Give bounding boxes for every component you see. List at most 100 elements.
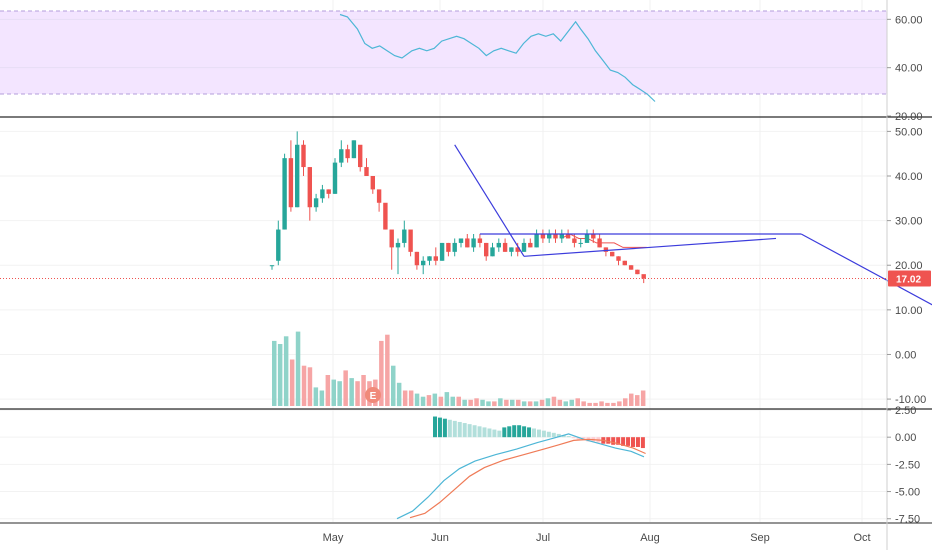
candle[interactable] bbox=[269, 265, 275, 270]
volume-bar bbox=[438, 396, 444, 406]
candle[interactable] bbox=[408, 229, 413, 257]
trendline[interactable] bbox=[454, 144, 525, 257]
earnings-icon[interactable] bbox=[365, 387, 381, 403]
candle[interactable] bbox=[559, 229, 564, 243]
candle[interactable] bbox=[572, 234, 577, 248]
volume-bar bbox=[349, 378, 354, 406]
candle[interactable] bbox=[395, 238, 401, 275]
candle[interactable] bbox=[496, 238, 501, 252]
candle[interactable] bbox=[484, 242, 489, 261]
candle[interactable] bbox=[458, 238, 464, 248]
axis-tick-label: -10.00 bbox=[895, 394, 926, 406]
volume-bar bbox=[391, 365, 396, 406]
candle[interactable] bbox=[414, 251, 420, 270]
candle[interactable] bbox=[345, 144, 350, 163]
candle[interactable] bbox=[528, 238, 533, 248]
axis-tick-label: 0.00 bbox=[895, 432, 916, 444]
candle[interactable] bbox=[597, 234, 602, 248]
axis-tick-label: 50.00 bbox=[895, 126, 923, 138]
volume-bar bbox=[462, 399, 467, 406]
candle[interactable] bbox=[534, 229, 539, 248]
candle[interactable] bbox=[320, 184, 325, 203]
candle[interactable] bbox=[452, 238, 457, 257]
candle[interactable] bbox=[427, 256, 432, 266]
candle[interactable] bbox=[295, 131, 300, 208]
earnings-marker[interactable]: E bbox=[365, 387, 381, 403]
candle[interactable] bbox=[622, 260, 627, 266]
candle[interactable] bbox=[490, 242, 495, 257]
candle[interactable] bbox=[547, 229, 552, 243]
candle[interactable] bbox=[610, 251, 615, 257]
macd-hist-bar bbox=[452, 420, 457, 438]
candle[interactable] bbox=[339, 140, 344, 168]
candle[interactable] bbox=[282, 153, 287, 230]
volume-bar bbox=[533, 401, 539, 407]
candle[interactable] bbox=[477, 234, 483, 248]
volume-bar bbox=[593, 402, 598, 406]
candle-body bbox=[427, 256, 432, 261]
trendlines[interactable] bbox=[454, 144, 932, 364]
trendline[interactable] bbox=[800, 233, 932, 363]
candle[interactable] bbox=[603, 247, 609, 257]
candle[interactable] bbox=[616, 256, 621, 266]
candle-body bbox=[521, 242, 527, 252]
trendline[interactable] bbox=[523, 237, 777, 257]
candle[interactable] bbox=[578, 238, 583, 248]
candle[interactable] bbox=[301, 140, 306, 176]
candle[interactable] bbox=[502, 238, 508, 252]
candle[interactable] bbox=[389, 229, 394, 270]
candle[interactable] bbox=[370, 176, 375, 194]
price-axis[interactable]: 20.00 40.00 60.00 -10.00 0.00 10.00 20.00 30.00… bbox=[887, 14, 926, 526]
candle[interactable] bbox=[351, 140, 357, 159]
macd-hist-bar bbox=[640, 437, 645, 449]
candle[interactable] bbox=[446, 242, 451, 257]
candle[interactable] bbox=[376, 189, 382, 212]
price-pane[interactable]: E bbox=[0, 130, 932, 407]
volume-bar bbox=[313, 387, 319, 406]
candle[interactable] bbox=[433, 247, 438, 266]
candle[interactable] bbox=[358, 144, 363, 172]
candle[interactable] bbox=[509, 247, 514, 257]
candle[interactable] bbox=[402, 220, 407, 248]
time-axis[interactable]: May Jun Jul Aug Sep Oct bbox=[323, 532, 871, 544]
candle[interactable] bbox=[276, 220, 281, 266]
candle[interactable] bbox=[641, 274, 646, 284]
candle[interactable] bbox=[553, 229, 558, 243]
candle[interactable] bbox=[591, 229, 596, 243]
rsi-band bbox=[0, 11, 887, 94]
candle-body bbox=[421, 260, 426, 266]
macd-hist-bar bbox=[467, 424, 472, 438]
volume-bar bbox=[272, 340, 277, 406]
candle-body bbox=[502, 242, 508, 252]
candle-body bbox=[433, 256, 438, 261]
candle[interactable] bbox=[465, 234, 470, 248]
candle-body bbox=[376, 189, 382, 203]
volume-bar bbox=[283, 336, 289, 407]
candle-body bbox=[452, 242, 457, 252]
candle[interactable] bbox=[584, 229, 590, 243]
candle[interactable] bbox=[332, 158, 338, 194]
volume-bar bbox=[408, 390, 414, 406]
rsi-pane[interactable] bbox=[0, 10, 887, 102]
candle-body bbox=[477, 238, 483, 243]
candle[interactable] bbox=[383, 202, 388, 230]
candle[interactable] bbox=[307, 167, 312, 221]
signal-line bbox=[409, 438, 646, 519]
volume-bar bbox=[521, 401, 527, 407]
macd-pane[interactable] bbox=[0, 409, 887, 520]
candle[interactable] bbox=[421, 256, 426, 275]
candle[interactable] bbox=[364, 158, 369, 176]
candle[interactable] bbox=[628, 265, 634, 270]
candle[interactable] bbox=[326, 189, 331, 199]
volume-bar bbox=[581, 401, 586, 407]
candle[interactable] bbox=[471, 234, 476, 252]
candle[interactable] bbox=[313, 193, 319, 212]
candle[interactable] bbox=[439, 242, 445, 261]
candle-body bbox=[534, 234, 539, 248]
volume-bar bbox=[474, 398, 479, 407]
candle[interactable] bbox=[635, 269, 640, 275]
candle[interactable] bbox=[521, 238, 527, 252]
candle[interactable] bbox=[288, 140, 294, 212]
candle[interactable] bbox=[540, 229, 546, 243]
